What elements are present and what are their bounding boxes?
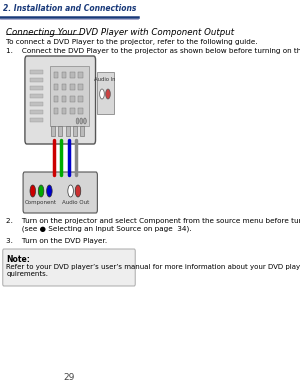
Text: 3.    Turn on the DVD Player.: 3. Turn on the DVD Player. — [5, 238, 107, 244]
Text: 2.    Turn on the projector and select Component from the source menu before tur: 2. Turn on the projector and select Comp… — [5, 218, 300, 232]
Circle shape — [46, 185, 52, 197]
Bar — [29, 78, 44, 82]
Circle shape — [100, 89, 104, 99]
Circle shape — [75, 185, 81, 197]
Text: To connect a DVD Player to the projector, refer to the following guide.: To connect a DVD Player to the projector… — [5, 39, 257, 45]
Bar — [58, 126, 62, 136]
Bar — [62, 96, 67, 102]
Bar — [53, 84, 58, 90]
Text: Connecting Your DVD Player with Component Output: Connecting Your DVD Player with Componen… — [5, 28, 234, 37]
FancyBboxPatch shape — [23, 172, 98, 213]
Circle shape — [83, 118, 86, 124]
Bar — [79, 108, 83, 114]
Text: Audio Out: Audio Out — [61, 200, 89, 205]
Circle shape — [106, 89, 110, 99]
Bar — [62, 108, 67, 114]
Bar — [50, 66, 89, 126]
Text: Refer to your DVD player’s user’s manual for more information about your DVD pla: Refer to your DVD player’s user’s manual… — [7, 264, 300, 277]
Bar — [29, 118, 44, 122]
FancyBboxPatch shape — [3, 249, 135, 286]
Bar — [62, 72, 67, 78]
Bar — [70, 72, 75, 78]
Text: Note:: Note: — [7, 255, 30, 264]
Bar — [53, 96, 58, 102]
Text: 2. Installation and Connections: 2. Installation and Connections — [3, 4, 136, 13]
Bar — [62, 84, 67, 90]
Bar — [53, 72, 58, 78]
Circle shape — [38, 185, 44, 197]
Bar — [79, 84, 83, 90]
Bar — [70, 96, 75, 102]
Bar — [80, 126, 85, 136]
Bar — [29, 86, 44, 90]
Bar — [79, 72, 83, 78]
Bar — [70, 108, 75, 114]
Circle shape — [30, 185, 35, 197]
Bar — [70, 84, 75, 90]
Bar — [65, 126, 70, 136]
Bar — [29, 70, 44, 74]
Bar — [51, 126, 55, 136]
FancyBboxPatch shape — [25, 56, 95, 144]
Text: 1.    Connect the DVD Player to the projector as shown below before turning on t: 1. Connect the DVD Player to the project… — [5, 48, 300, 54]
Circle shape — [68, 185, 74, 197]
Text: Component: Component — [25, 200, 57, 205]
Circle shape — [80, 118, 83, 124]
Bar — [79, 96, 83, 102]
Bar — [98, 72, 113, 114]
Bar — [73, 126, 77, 136]
Bar — [29, 102, 44, 106]
Bar — [29, 110, 44, 114]
Bar — [29, 94, 44, 98]
Bar — [53, 108, 58, 114]
Text: Audio In: Audio In — [94, 77, 116, 82]
Circle shape — [76, 118, 79, 124]
Text: 29: 29 — [64, 373, 75, 382]
